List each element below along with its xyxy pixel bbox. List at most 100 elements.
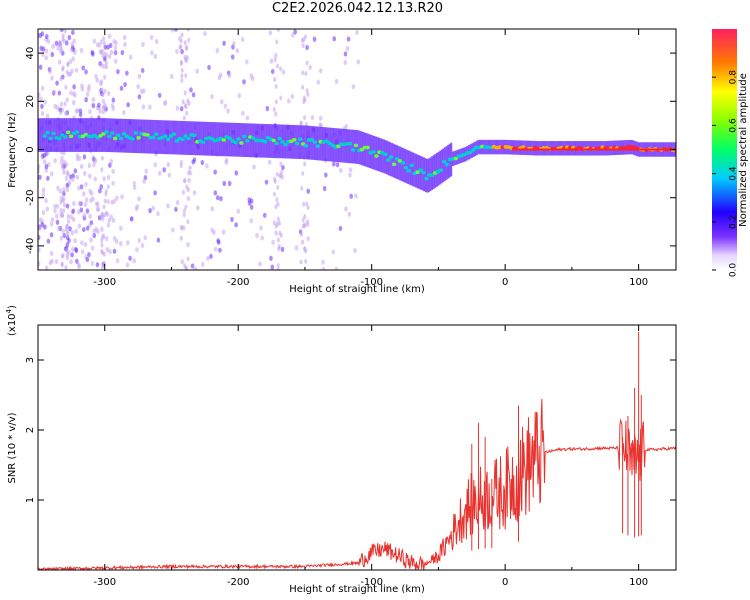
spectrogram-noise-cell bbox=[99, 79, 104, 85]
spectrogram-noise-cell bbox=[105, 246, 110, 253]
spectrogram-noise-cell bbox=[57, 59, 62, 65]
spectrogram-noise-cell bbox=[115, 195, 119, 201]
spectrogram-streak-cell bbox=[301, 217, 305, 223]
spectrogram-noise-cell bbox=[125, 70, 129, 76]
spectrogram-noise-cell bbox=[85, 91, 90, 97]
spectrogram-noise-cell bbox=[38, 234, 41, 241]
spectrogram-ridge-halo bbox=[437, 151, 440, 186]
spectrogram-ridge-halo bbox=[269, 124, 272, 158]
spectrogram-streak-cell bbox=[185, 110, 189, 116]
snr-x-tick-label: -300 bbox=[93, 577, 116, 588]
spectrogram-ridge-peak bbox=[327, 141, 332, 146]
spectrogram-streak-cell bbox=[180, 78, 184, 84]
spectrogram-noise-cell bbox=[44, 164, 49, 170]
spectrogram-noise-cell bbox=[60, 163, 65, 170]
snr-x-tick-label: 0 bbox=[502, 577, 508, 588]
spectrogram-ridge-peak bbox=[186, 136, 191, 141]
spectrogram-noise-cell bbox=[61, 228, 66, 234]
spectrogram-streak-cell bbox=[186, 256, 190, 262]
spectrogram-streak-cell bbox=[63, 29, 67, 34]
spectrogram-noise-cell bbox=[210, 206, 215, 212]
spectrogram-ridge-peak bbox=[104, 130, 109, 134]
spectrogram-streak-cell bbox=[100, 155, 104, 161]
spectrogram-ridge-halo bbox=[403, 148, 406, 183]
spectrogram-noise-cell bbox=[38, 92, 41, 98]
spectrogram-ridge-peak bbox=[233, 140, 238, 145]
spectrogram-ridge-halo bbox=[40, 118, 43, 152]
spectrogram-y-tick-label: -40 bbox=[25, 238, 36, 254]
spectrogram-noise-cell bbox=[186, 242, 190, 248]
spectrogram-noise-cell bbox=[44, 55, 48, 61]
spectrogram-noise-cell bbox=[281, 69, 286, 75]
spectrogram-streak-cell bbox=[66, 218, 70, 224]
colorbar-label: Normalized spectral amplitude bbox=[738, 73, 749, 227]
spectrogram-ridge-peak bbox=[63, 135, 68, 139]
spectrogram-ridge-halo bbox=[375, 136, 377, 171]
spectrogram-streak-cell bbox=[306, 219, 310, 225]
spectrogram-ridge-peak bbox=[115, 133, 121, 138]
spectrogram-noise-cell bbox=[153, 190, 157, 196]
spectrogram-noise-cell bbox=[190, 263, 195, 269]
spectrogram-streak-cell bbox=[303, 213, 307, 219]
spectrogram-ridge-peak bbox=[391, 162, 397, 167]
spectrogram-noise-cell bbox=[88, 173, 92, 179]
spectrogram-ridge-halo bbox=[242, 123, 245, 157]
spectrogram-noise-cell bbox=[171, 227, 175, 233]
spectrogram-noise-cell bbox=[38, 64, 43, 70]
spectrogram-streak-cell bbox=[184, 204, 188, 210]
spectrogram-ridge-halo bbox=[423, 157, 426, 192]
spectrogram-streak-cell bbox=[305, 201, 309, 207]
spectrogram-ridge-peak bbox=[121, 132, 127, 136]
spectrogram-noise-cell bbox=[40, 103, 44, 109]
spectrogram-ridge-peak bbox=[133, 131, 138, 135]
spectrogram-streak-cell bbox=[60, 261, 64, 267]
spectrogram-ridge-halo bbox=[439, 150, 442, 185]
spectrogram-noise-cell bbox=[89, 197, 93, 203]
spectrogram-noise-cell bbox=[41, 209, 46, 216]
spectrogram-ridge-halo bbox=[365, 133, 368, 167]
spectrogram-ridge-peak bbox=[441, 159, 447, 164]
spectrogram-noise-cell bbox=[192, 190, 197, 196]
spectrogram-ridge-halo bbox=[46, 118, 49, 152]
spectrogram-noise-cell bbox=[64, 40, 69, 46]
spectrogram-ridge-halo bbox=[311, 126, 313, 160]
spectrogram-ridge-halo bbox=[322, 127, 325, 161]
spectrogram-noise-cell bbox=[55, 203, 60, 209]
spectrogram-noise-cell bbox=[65, 255, 70, 261]
figure-title: C2E2.2026.042.12.13.R20 bbox=[271, 1, 444, 16]
spectrogram-noise-cell bbox=[40, 85, 45, 91]
spectrogram-noise-cell bbox=[268, 30, 273, 36]
spectrogram-streak-cell bbox=[103, 88, 107, 94]
spectrogram-noise-cell bbox=[323, 172, 328, 178]
spectrogram-streak-cell bbox=[62, 159, 66, 165]
spectrogram-streak-cell bbox=[274, 204, 278, 210]
spectrogram-noise-cell bbox=[186, 195, 191, 202]
spectrogram-noise-cell bbox=[112, 248, 117, 254]
spectrogram-streak-cell bbox=[273, 57, 277, 63]
spectrogram-ridge-peak bbox=[68, 134, 74, 139]
spectrogram-noise-cell bbox=[92, 161, 96, 168]
spectrogram-streak-cell bbox=[301, 70, 305, 76]
spectrogram-noise-cell bbox=[262, 212, 267, 218]
spectrogram-noise-cell bbox=[73, 238, 77, 244]
spectrogram-ridge-halo bbox=[344, 129, 347, 163]
spectrogram-noise-cell bbox=[74, 67, 79, 73]
spectrogram-streak-cell bbox=[276, 63, 280, 69]
spectrogram-ridge-halo bbox=[303, 125, 305, 160]
spectrogram-ridge-halo bbox=[307, 125, 310, 160]
spectrogram-noise-cell bbox=[179, 106, 184, 112]
spectrogram-streak-cell bbox=[104, 210, 108, 216]
spectrogram-noise-cell bbox=[67, 180, 72, 186]
spectrogram-streak-cell bbox=[184, 104, 188, 110]
spectrogram-ridge-halo bbox=[408, 150, 411, 185]
spectrogram-ridge-peak bbox=[359, 147, 365, 152]
spectrogram-noise-cell bbox=[81, 191, 86, 197]
spectrogram-noise-cell bbox=[111, 97, 116, 103]
spectrogram-streak-cell bbox=[61, 36, 65, 42]
spectrogram-streak-cell bbox=[301, 170, 305, 176]
snr-plot-area bbox=[38, 332, 676, 570]
colorbar-tick-label: 0.4 bbox=[729, 166, 739, 181]
spectrogram-noise-cell bbox=[74, 108, 79, 114]
spectrogram-noise-cell bbox=[104, 236, 109, 242]
spectrogram-ridge-halo bbox=[166, 120, 169, 155]
